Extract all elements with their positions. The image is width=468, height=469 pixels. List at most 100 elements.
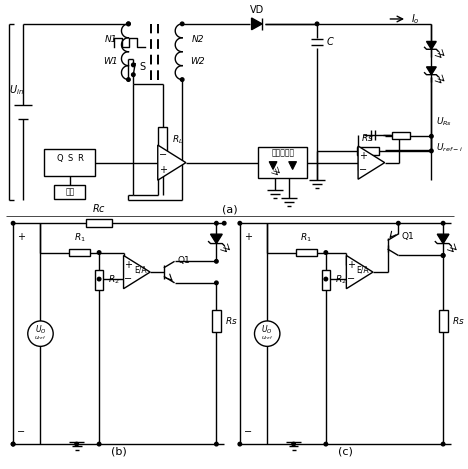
Text: −: − (347, 274, 355, 284)
Text: $R_1$: $R_1$ (300, 231, 312, 244)
Text: Q1: Q1 (401, 233, 414, 242)
Bar (69, 249, 90, 257)
Circle shape (430, 149, 433, 153)
Text: $R_1$: $R_1$ (73, 231, 86, 244)
Bar (322, 270, 330, 290)
Text: +: + (159, 165, 167, 175)
Text: R: R (77, 154, 82, 163)
Text: S: S (67, 154, 73, 163)
Circle shape (97, 277, 101, 281)
Circle shape (132, 63, 135, 67)
Text: E/A: E/A (134, 265, 146, 275)
Text: $U_O$: $U_O$ (262, 324, 273, 336)
Circle shape (222, 221, 226, 225)
Bar (296, 249, 317, 257)
Text: (a): (a) (222, 204, 238, 214)
Circle shape (11, 442, 15, 446)
Circle shape (396, 221, 400, 225)
Circle shape (127, 22, 130, 26)
Polygon shape (346, 256, 373, 289)
Circle shape (441, 254, 445, 257)
Circle shape (11, 221, 15, 225)
Text: $U_O$: $U_O$ (35, 324, 46, 336)
Bar (392, 132, 410, 139)
Text: Q1: Q1 (177, 256, 190, 265)
Text: 光耦隔离器: 光耦隔离器 (271, 149, 294, 158)
Text: +: + (124, 260, 132, 270)
Text: VD: VD (250, 5, 264, 15)
Text: −: − (159, 150, 167, 160)
Text: $Rs$: $Rs$ (452, 316, 465, 326)
Bar (212, 310, 221, 332)
Text: $U_{in}$: $U_{in}$ (9, 83, 24, 97)
Circle shape (28, 321, 53, 347)
Circle shape (324, 251, 328, 254)
Circle shape (181, 22, 184, 26)
Circle shape (97, 251, 101, 254)
Circle shape (441, 442, 445, 446)
Bar (54, 185, 86, 199)
Text: $I_o$: $I_o$ (411, 12, 420, 26)
Polygon shape (437, 234, 449, 243)
Text: $Rs$: $Rs$ (361, 132, 374, 143)
Text: −: − (244, 427, 252, 438)
Text: E/A: E/A (357, 265, 369, 275)
Circle shape (181, 78, 184, 81)
Circle shape (441, 221, 445, 225)
Bar (44, 149, 95, 176)
Circle shape (127, 22, 130, 26)
Circle shape (11, 442, 15, 446)
Polygon shape (358, 146, 385, 179)
Text: $U_{Rs}$: $U_{Rs}$ (436, 116, 453, 129)
Polygon shape (289, 162, 297, 169)
Circle shape (238, 442, 241, 446)
Circle shape (215, 259, 218, 263)
Text: −: − (124, 274, 132, 284)
Text: S: S (139, 62, 145, 72)
Circle shape (215, 442, 218, 446)
Circle shape (75, 442, 79, 446)
Text: $Rs$: $Rs$ (225, 316, 238, 326)
Circle shape (255, 321, 280, 347)
Text: W2: W2 (190, 57, 205, 66)
Text: (c): (c) (338, 447, 353, 457)
Polygon shape (252, 18, 262, 30)
Circle shape (324, 442, 328, 446)
Circle shape (215, 221, 218, 225)
Bar (95, 270, 103, 290)
Text: N1: N1 (104, 36, 117, 45)
Text: +: + (244, 232, 252, 242)
Circle shape (441, 254, 445, 257)
Bar (439, 310, 447, 332)
Text: $R_L$: $R_L$ (172, 133, 184, 146)
Text: +: + (17, 232, 25, 242)
Polygon shape (426, 41, 436, 49)
Polygon shape (211, 234, 222, 243)
Text: W1: W1 (103, 57, 118, 66)
Text: $R_2$: $R_2$ (108, 273, 119, 286)
Text: 时钟: 时钟 (65, 188, 74, 197)
Text: $R_2$: $R_2$ (335, 273, 346, 286)
Text: +: + (359, 151, 367, 161)
Polygon shape (124, 256, 150, 289)
Text: C: C (327, 38, 334, 47)
Text: $Rc$: $Rc$ (92, 203, 106, 214)
Bar (87, 219, 112, 227)
Circle shape (127, 78, 130, 81)
Text: +: + (347, 260, 355, 270)
Text: N2: N2 (191, 36, 204, 45)
Circle shape (238, 221, 241, 225)
Circle shape (315, 22, 319, 26)
Circle shape (324, 277, 328, 281)
Bar (158, 127, 167, 152)
Text: −: − (17, 427, 25, 438)
Polygon shape (158, 145, 186, 180)
Text: Q: Q (57, 154, 63, 163)
Circle shape (292, 442, 295, 446)
Text: $u_{ref}$: $u_{ref}$ (34, 334, 47, 342)
Circle shape (97, 442, 101, 446)
Polygon shape (269, 162, 277, 169)
Circle shape (430, 135, 433, 138)
Text: −: − (359, 165, 367, 174)
Text: (b): (b) (111, 447, 126, 457)
